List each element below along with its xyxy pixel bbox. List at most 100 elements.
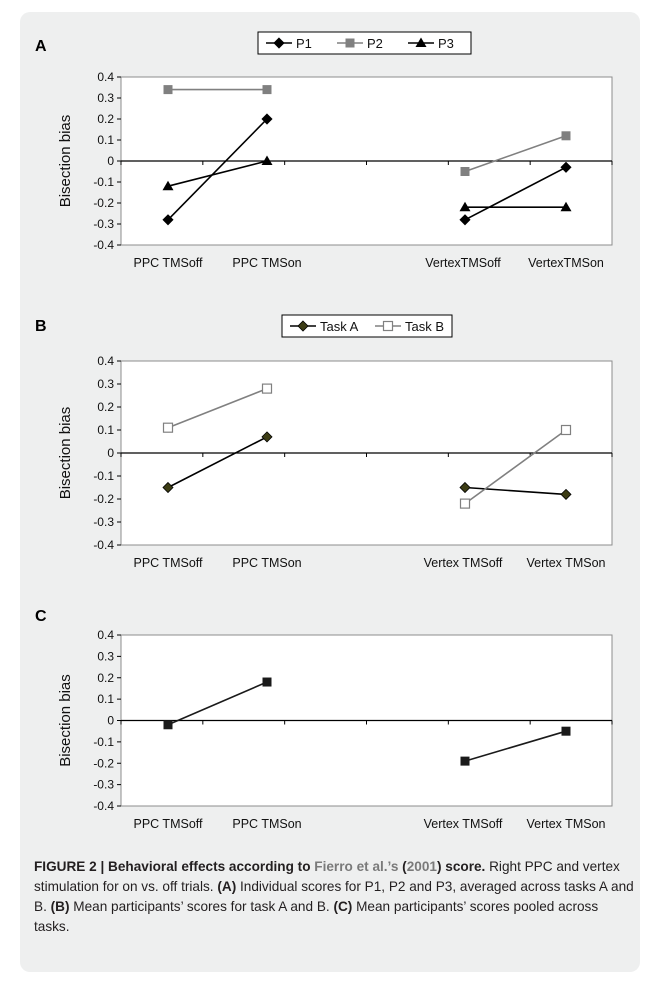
y-tick-label: -0.4 xyxy=(93,238,114,252)
data-point xyxy=(262,677,272,687)
legend-label: P3 xyxy=(438,36,454,51)
legend: P1 P2 P3 xyxy=(257,31,472,55)
legend-marker xyxy=(273,37,285,49)
caption-part-a-label: (A) xyxy=(217,879,237,894)
series-line xyxy=(464,429,567,505)
y-tick-label: -0.2 xyxy=(93,492,114,506)
legend-label: P2 xyxy=(367,36,383,51)
panel-letter: A xyxy=(35,38,47,55)
data-point xyxy=(560,201,572,212)
x-category-label: VertexTMSon xyxy=(528,256,604,270)
x-category-label: Vertex TMSon xyxy=(527,817,606,831)
y-axis-label: Bisection bias xyxy=(57,115,74,208)
y-tick-label: 0.3 xyxy=(97,377,114,391)
data-point xyxy=(162,481,174,494)
series-line xyxy=(167,436,268,489)
y-tick-label: 0.2 xyxy=(97,671,114,685)
y-tick-label: -0.1 xyxy=(93,735,114,749)
x-category-label: Vertex TMSon xyxy=(527,556,606,570)
y-tick-label: -0.1 xyxy=(93,175,114,189)
caption-ref-link[interactable]: Fierro et al.’s xyxy=(314,859,399,874)
y-tick-label: 0.3 xyxy=(97,649,114,663)
panel-letter: B xyxy=(35,318,47,335)
legend-label: P1 xyxy=(296,36,312,51)
data-point xyxy=(162,214,174,226)
caption-part-c-label: (C) xyxy=(333,899,353,914)
caption-title-suffix: ) score. xyxy=(436,859,486,874)
series-task-b xyxy=(162,383,572,509)
legend-box xyxy=(281,314,453,338)
data-point xyxy=(261,113,273,125)
caption-title-prefix: FIGURE 2 | Behavioral effects according … xyxy=(34,859,315,874)
series-p1 xyxy=(162,113,572,226)
series-line xyxy=(167,160,268,187)
data-point xyxy=(560,161,572,173)
y-tick-label: 0.4 xyxy=(97,628,114,642)
series-line xyxy=(167,387,268,429)
y-axis-label: Bisection bias xyxy=(57,407,74,500)
data-point xyxy=(261,155,273,165)
x-category-label: PPC TMSoff xyxy=(133,817,203,831)
y-tick-label: 0 xyxy=(107,714,114,728)
series-p3 xyxy=(162,155,572,212)
legend-box xyxy=(257,31,472,55)
chart-panel-c: C 0.4 0.3 0.2 0.1 0 -0.1 -0.2 -0.3 -0.4 Bisection … xyxy=(35,608,613,831)
chart-panel-b: B 0.4 0.3 0.2 0.1 0 -0.1 -0.2 -0.3 -0.4 Bisection … xyxy=(35,314,613,570)
data-point xyxy=(162,422,174,433)
y-tick-label: 0.2 xyxy=(97,112,114,126)
series-line xyxy=(464,486,567,496)
x-category-label: PPC TMSoff xyxy=(133,256,203,270)
legend-marker xyxy=(415,37,427,47)
series-line xyxy=(167,118,268,221)
y-tick-label: -0.3 xyxy=(93,515,114,529)
legend-label: Task B xyxy=(405,319,444,334)
data-point xyxy=(262,85,272,95)
series-line xyxy=(464,166,567,221)
caption-part-b-text: Mean participants’ scores for task A and… xyxy=(69,899,334,914)
data-point xyxy=(163,720,173,730)
y-tick-label: -0.2 xyxy=(93,196,114,210)
y-tick-label: 0.4 xyxy=(97,354,114,368)
y-tick-label: 0.1 xyxy=(97,692,114,706)
caption-ref-open: ( xyxy=(398,859,407,874)
y-tick-label: 0 xyxy=(107,154,114,168)
data-point xyxy=(459,214,471,226)
data-point xyxy=(460,756,470,766)
figure-caption: FIGURE 2 | Behavioral effects according … xyxy=(34,857,634,937)
y-tick-label: 0 xyxy=(107,446,114,460)
x-category-label: PPC TMSoff xyxy=(133,556,203,570)
y-tick-label: 0.4 xyxy=(97,70,114,84)
caption-part-a-text: Individual scores for P1, P2 and P3, ave… xyxy=(34,879,634,914)
x-category-label: PPC TMSon xyxy=(232,256,301,270)
x-category-label: Vertex TMSoff xyxy=(424,556,503,570)
data-point xyxy=(460,167,470,176)
data-point xyxy=(163,85,173,95)
data-point xyxy=(561,726,571,736)
series-line xyxy=(167,681,268,726)
caption-ref-year-link[interactable]: 2001 xyxy=(406,859,437,874)
data-point xyxy=(459,201,471,212)
y-tick-label: -0.3 xyxy=(93,217,114,231)
x-category-label: VertexTMSoff xyxy=(425,256,501,270)
series-mean xyxy=(163,677,571,766)
data-point xyxy=(560,488,572,500)
legend-marker xyxy=(382,320,394,332)
chart-panel-a: A 0.4 0.3 0.2 0.1 0 -0.1 -0.2 -0.3 -0.4 Bisection … xyxy=(35,31,613,270)
y-tick-label: 0.2 xyxy=(97,400,114,414)
data-point xyxy=(459,498,471,509)
caption-part-b-label: (B) xyxy=(50,899,70,914)
data-point xyxy=(261,431,273,443)
data-point xyxy=(162,180,174,191)
data-point xyxy=(261,383,273,394)
y-tick-label: 0.3 xyxy=(97,91,114,105)
y-axis-label: Bisection bias xyxy=(57,674,74,767)
y-tick-label: -0.3 xyxy=(93,778,114,792)
y-tick-label: 0.1 xyxy=(97,423,114,437)
x-category-label: PPC TMSon xyxy=(232,817,301,831)
legend-marker xyxy=(297,320,309,332)
legend-label: Task A xyxy=(320,319,359,334)
caption-text: Right PPC and vertex stimulation for on … xyxy=(34,859,620,894)
y-tick-label: -0.2 xyxy=(93,756,114,770)
panel-letter: C xyxy=(35,608,47,625)
